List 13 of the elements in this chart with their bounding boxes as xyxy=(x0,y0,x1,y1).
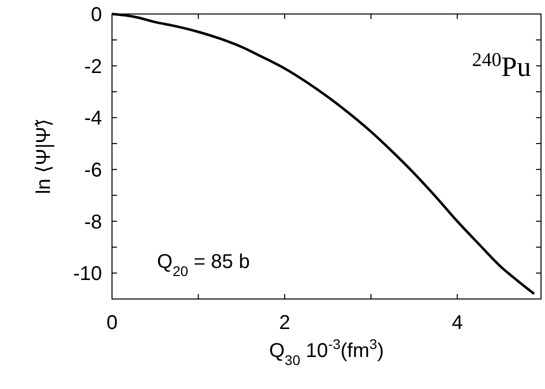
y-tick-label: 0 xyxy=(90,4,102,26)
annotation: Q$_{20}$ = 85 b xyxy=(157,250,250,279)
y-tick-label: -10 xyxy=(73,263,102,286)
y-tick-label: -8 xyxy=(84,211,102,234)
x-tick-label: 4 xyxy=(452,312,463,334)
y-tick-label: -2 xyxy=(84,56,102,78)
y-axis-title: ln ⟨Ψ|Ψ̃⟩ xyxy=(33,118,55,194)
annotation: $^{240}$Pu xyxy=(472,50,531,83)
x-axis-title: Q$_{30}$ 10$^{-3}$(fm$^{3}$) xyxy=(269,336,384,368)
y-tick-label: -4 xyxy=(84,108,102,130)
x-tick-label: 2 xyxy=(279,312,290,334)
x-tick-label: 0 xyxy=(106,312,118,334)
y-tick-label: -6 xyxy=(84,159,102,182)
